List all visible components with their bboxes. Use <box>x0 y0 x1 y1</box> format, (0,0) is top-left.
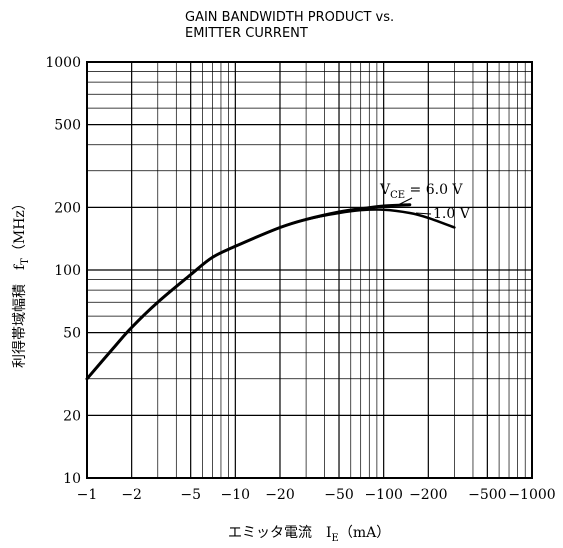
y-tick-label: 10 <box>63 471 81 487</box>
annotation-vce-sub: CE <box>390 190 405 201</box>
annotation-vce-main: V <box>379 182 391 198</box>
x-tick-label: −1000 <box>508 487 555 503</box>
x-axis-label: エミッタ電流 IE（mA） <box>228 525 390 544</box>
x-axis-label-sub: E <box>332 533 339 544</box>
y-axis-label-unit: （MHz） <box>12 196 28 258</box>
x-tick-label: −5 <box>180 487 201 503</box>
x-tick-label: −100 <box>364 487 402 503</box>
y-tick-label: 1000 <box>45 55 81 71</box>
annotation-vce-6v: VCE = 6.0 V <box>379 182 463 201</box>
y-tick-labels: 10 20 50 100 200 500 1000 <box>45 55 81 487</box>
y-tick-label: 200 <box>54 200 81 216</box>
annotation-1v-leader <box>415 212 432 215</box>
x-tick-labels: −1 −2 −5 −10 −20 −50 −100 −200 −500 −1000 <box>77 487 556 503</box>
y-tick-label: 100 <box>54 263 81 279</box>
chart-title-line-2: EMITTER CURRENT <box>185 26 308 41</box>
y-axis-label: 利得帯域幅積 fT（MHz） <box>11 196 31 368</box>
x-tick-label: −10 <box>221 487 251 503</box>
major-grid <box>87 62 532 478</box>
annotation-vce-leader <box>397 197 413 206</box>
x-axis-label-unit: （mA） <box>339 525 390 541</box>
x-tick-label: −200 <box>409 487 447 503</box>
chart-title-line-1: GAIN BANDWIDTH PRODUCT vs. <box>185 10 394 25</box>
x-tick-label: −500 <box>468 487 506 503</box>
y-axis-label-main: 利得帯域幅積 f <box>11 263 28 368</box>
x-tick-label: −1 <box>77 487 98 503</box>
annotation-vce-rest: = 6.0 V <box>405 182 463 198</box>
x-tick-label: −2 <box>121 487 142 503</box>
series-line-1 <box>85 208 456 381</box>
x-tick-label: −50 <box>324 487 354 503</box>
plot-frame <box>86 61 533 479</box>
x-axis-label-main: エミッタ電流 I <box>228 525 332 541</box>
y-axis-label-sub: T <box>20 258 31 265</box>
y-tick-label: 500 <box>54 118 81 134</box>
y-tick-label: 50 <box>63 326 81 342</box>
y-tick-label: 20 <box>63 408 81 424</box>
annotation-1v: 1.0 V <box>433 206 471 222</box>
series-layer <box>85 203 456 381</box>
x-tick-label: −20 <box>265 487 295 503</box>
